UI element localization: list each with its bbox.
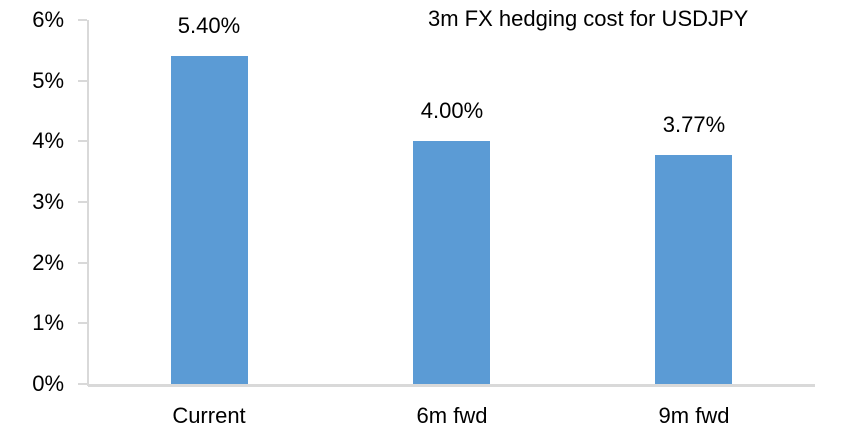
- y-axis-tick: [78, 383, 87, 385]
- y-axis-tick-label: 0%: [32, 371, 64, 396]
- y-axis-tick: [78, 322, 87, 325]
- y-axis-line: [87, 20, 89, 386]
- y-axis-tick-label: 5%: [32, 67, 64, 93]
- y-axis-tick-label: 2%: [32, 249, 64, 275]
- bar-value-label: 4.00%: [420, 98, 484, 124]
- category-label: Current: [172, 403, 246, 428]
- chart-title: 3m FX hedging cost for USDJPY: [428, 6, 749, 31]
- y-axis-tick: [78, 140, 87, 143]
- category-label: 6m fwd: [416, 403, 488, 428]
- bar-value-label: 5.40%: [177, 13, 241, 39]
- y-axis-tick-label: 6%: [32, 7, 64, 32]
- x-axis-line: [88, 384, 815, 387]
- y-axis-tick-label: 4%: [32, 128, 64, 154]
- bar: [655, 155, 732, 384]
- y-axis-tick: [78, 79, 87, 82]
- y-axis-tick: [78, 19, 87, 21]
- y-axis-tick: [78, 201, 87, 203]
- bar: [413, 141, 490, 384]
- bar-value-label: 3.77%: [662, 112, 726, 138]
- y-axis-tick-label: 3%: [32, 189, 64, 214]
- y-axis-tick: [78, 261, 87, 264]
- category-label: 9m fwd: [658, 403, 730, 428]
- bar: [171, 56, 248, 384]
- y-axis-tick-label: 1%: [32, 310, 64, 336]
